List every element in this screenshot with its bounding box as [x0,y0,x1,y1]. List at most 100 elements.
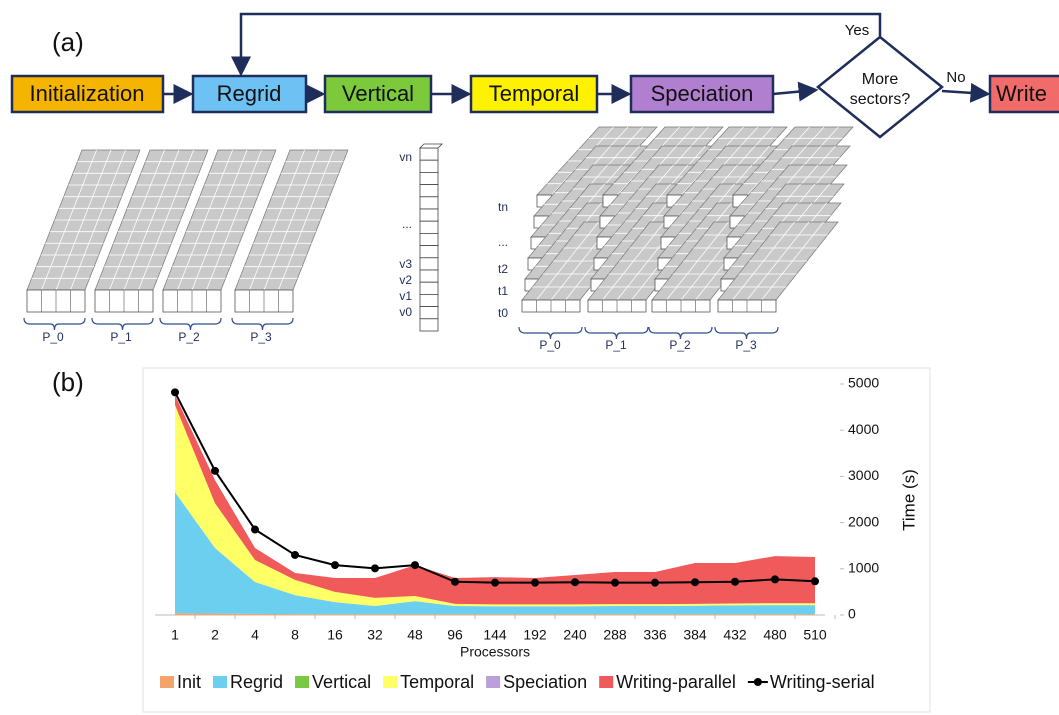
level-cell [420,258,438,270]
marker [811,577,819,585]
step-label: Speciation [651,81,754,106]
level-label: v2 [399,273,412,287]
legend-swatch [160,676,174,688]
decision-label: sectors? [850,91,911,108]
time-label: tn [498,200,508,214]
time-label: t0 [498,306,508,320]
branch-label: No [946,69,965,86]
step-label: Temporal [489,81,579,106]
x-tick-label: 510 [803,627,827,643]
marker [571,578,579,586]
marker [651,579,659,587]
partition-label: P_3 [735,338,757,352]
legend-label: Temporal [400,672,474,692]
arrow [773,90,816,94]
level-cell [420,148,438,160]
marker [731,578,739,586]
partition-label: P_2 [669,338,691,352]
level-cell [420,160,438,172]
level-cell [420,246,438,258]
y-tick-label: 4000 [848,421,879,437]
time-label: t2 [498,262,508,276]
branch-label: Yes [845,22,869,39]
arrow [241,14,880,74]
y-axis-title: Time (s) [899,469,918,531]
y-tick-label: 2000 [848,513,879,529]
marker [251,526,259,534]
x-tick-label: 8 [291,627,299,643]
legend-swatch [213,676,227,688]
step-label: Regrid [217,81,282,106]
x-tick-label: 432 [723,627,747,643]
partition-label: P_0 [42,330,64,344]
partition-label: P_1 [605,338,627,352]
chart-frame [143,368,930,712]
level-label: vn [399,150,412,164]
marker [171,388,179,396]
legend-marker [754,678,762,686]
step-label: Write [996,81,1047,106]
x-tick-label: 192 [523,627,547,643]
level-cell [420,209,438,221]
level-cell [420,307,438,319]
marker [611,579,619,587]
legend-label: Speciation [503,672,587,692]
page: {"panel_labels": ["(a)", "(b)"], "flowch… [0,0,1059,715]
x-tick-label: 480 [763,627,787,643]
x-tick-label: 48 [407,627,423,643]
level-label: ... [402,217,412,231]
level-cell [420,270,438,282]
level-cell [420,233,438,245]
x-tick-label: 4 [251,627,259,643]
level-cell [420,294,438,306]
x-tick-label: 288 [603,627,627,643]
level-cell [420,319,438,331]
marker [491,579,499,587]
legend-swatch [383,676,397,688]
step-label: Initialization [30,81,145,106]
x-tick-label: 1 [171,627,179,643]
legend-swatch [599,676,613,688]
partition-label: P_2 [178,330,200,344]
marker [371,564,379,572]
marker [451,578,459,586]
level-label: v3 [399,257,412,271]
brace [232,318,293,330]
legend-label: Regrid [230,672,283,692]
level-label: v1 [399,289,412,303]
y-tick-label: 1000 [848,560,879,576]
figure: (a) (b) Initialization Regrid Vertical T… [0,0,1059,715]
grid-illustrations: P_0P_1P_2P_3vn...v3v2v1v0P_0P_1P_2P_3tn.… [24,127,853,352]
y-tick-label: 5000 [848,375,879,391]
level-cell [420,185,438,197]
marker [531,579,539,587]
x-tick-label: 2 [211,627,219,643]
x-tick-label: 144 [483,627,507,643]
partition-label: P_1 [110,330,132,344]
decision-label: More [862,71,899,88]
level-label: v0 [399,305,412,319]
marker [771,575,779,583]
x-tick-label: 240 [563,627,587,643]
level-cell [420,172,438,184]
marker [691,578,699,586]
marker [291,551,299,559]
legend-swatch [295,676,309,688]
x-axis-title: Processors [460,644,530,660]
legend-label: Writing-parallel [616,672,736,692]
marker [211,467,219,475]
legend-swatch [486,676,500,688]
y-tick-label: 3000 [848,467,879,483]
x-tick-label: 16 [327,627,343,643]
line [175,392,815,582]
arrow [942,91,988,94]
level-top [420,144,442,148]
level-cell [420,221,438,233]
brace [92,318,153,330]
x-tick-label: 336 [643,627,667,643]
time-label: t1 [498,284,508,298]
marker [331,561,339,569]
partition-label: P_0 [539,338,561,352]
panel-label: (b) [52,367,84,397]
